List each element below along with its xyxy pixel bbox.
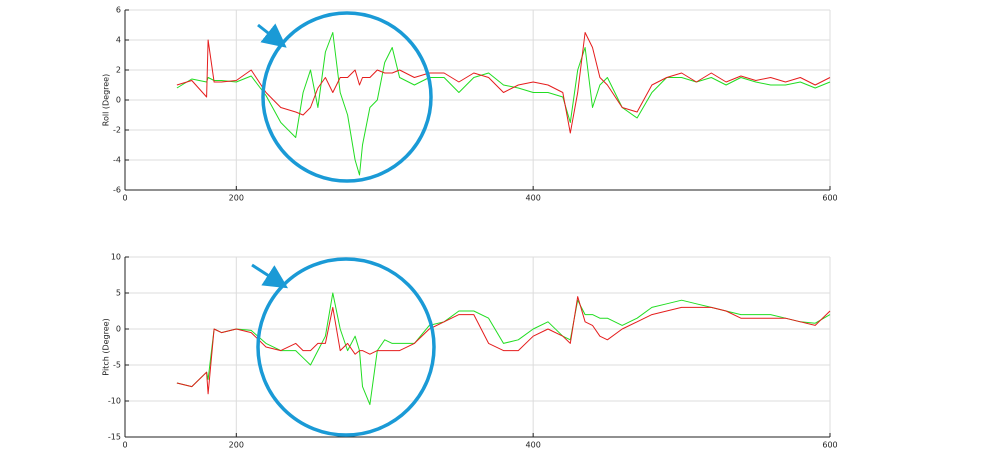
x-tick-label: 0 [122,441,127,450]
x-tick-label: 200 [229,194,244,203]
y-tick-label: -10 [108,397,121,406]
arrow [257,23,287,48]
y-axis-label: Roll (Degree) [102,74,111,126]
data-line [176,296,831,395]
x-tick-label: 200 [229,441,244,450]
y-tick-label: -4 [113,156,121,165]
y-tick-label: 5 [116,289,121,298]
data-line [176,32,831,176]
y-tick-label: -6 [113,186,121,195]
highlight-circle [256,257,436,437]
y-tick-label: 0 [116,325,121,334]
y-tick-label: 2 [116,66,121,75]
x-tick-label: 400 [526,441,541,450]
x-tick-label: 400 [526,194,541,203]
annotations [251,11,436,437]
y-tick-label: 4 [116,36,121,45]
y-axis-label: Pitch (Degree) [102,318,111,375]
y-tick-label: 6 [116,6,121,15]
data-line [176,292,831,406]
x-tick-label: 600 [822,441,837,450]
arrow [251,263,289,289]
y-tick-label: -2 [113,126,121,135]
y-tick-label: -5 [113,361,121,370]
y-tick-label: -15 [108,433,121,442]
data-line [176,32,831,134]
x-tick-label: 0 [122,194,127,203]
plots: -6 -4 -2 0 2 4 6 0 200 400 600 Roll (Degree) -15 -10 -… [102,6,838,450]
y-tick-label: 10 [111,253,121,262]
highlight-circle [261,11,433,183]
x-tick-label: 600 [822,194,837,203]
y-tick-label: 0 [116,96,121,105]
